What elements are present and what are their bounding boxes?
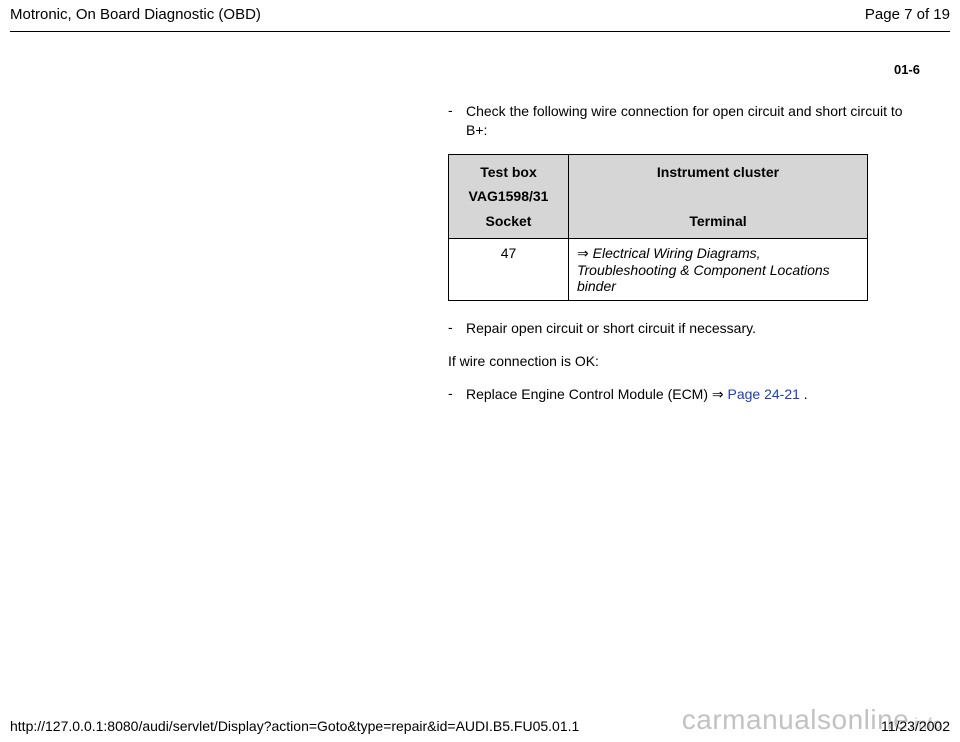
th-right-line1: Instrument cluster xyxy=(657,164,779,180)
main-column: - Check the following wire connection fo… xyxy=(448,62,908,404)
arrow-icon: ⇒ xyxy=(712,386,728,402)
table-header-row: Test box VAG1598/31 Socket Instrument cl… xyxy=(449,154,868,238)
page-label: 01-6 xyxy=(894,62,920,77)
th-left-line2: VAG1598/31 xyxy=(457,185,560,207)
table-header-right: Instrument cluster Terminal xyxy=(569,154,868,238)
th-left-line1: Test box xyxy=(480,164,537,180)
th-right-line2: Terminal xyxy=(577,210,859,232)
bullet-text: Replace Engine Control Module (ECM) ⇒ Pa… xyxy=(466,385,908,404)
content-area: 01-6 - Check the following wire connecti… xyxy=(0,32,960,404)
page-header: Motronic, On Board Diagnostic (OBD) Page… xyxy=(0,0,960,31)
table-header-left: Test box VAG1598/31 Socket xyxy=(449,154,569,238)
cell-terminal: ⇒ Electrical Wiring Diagrams, Troublesho… xyxy=(569,238,868,300)
bullet-dash: - xyxy=(448,102,466,140)
bullet-dash: - xyxy=(448,319,466,338)
table-row: 47 ⇒ Electrical Wiring Diagrams, Trouble… xyxy=(449,238,868,300)
plain-text: If wire connection is OK: xyxy=(448,352,908,371)
bullet-item: - Check the following wire connection fo… xyxy=(448,102,908,140)
page-indicator: Page 7 of 19 xyxy=(865,6,950,23)
page-link[interactable]: Page 24-21 xyxy=(728,386,800,402)
bullet3-pre: Replace Engine Control Module (ECM) xyxy=(466,386,712,402)
th-left-line3: Socket xyxy=(457,210,560,232)
footer-date: 11/23/2002 xyxy=(881,718,950,734)
cell-terminal-text: Electrical Wiring Diagrams, Troubleshoot… xyxy=(577,245,830,294)
arrow-icon: ⇒ xyxy=(577,245,593,261)
bullet-item: - Replace Engine Control Module (ECM) ⇒ … xyxy=(448,385,908,404)
bullet-text: Repair open circuit or short circuit if … xyxy=(466,319,908,338)
wiring-table: Test box VAG1598/31 Socket Instrument cl… xyxy=(448,154,868,301)
bullet-dash: - xyxy=(448,385,466,404)
bullet-item: - Repair open circuit or short circuit i… xyxy=(448,319,908,338)
bullet-text: Check the following wire connection for … xyxy=(466,102,908,140)
page-footer: http://127.0.0.1:8080/audi/servlet/Displ… xyxy=(0,718,960,734)
bullet3-post: . xyxy=(800,386,808,402)
cell-socket: 47 xyxy=(449,238,569,300)
footer-url: http://127.0.0.1:8080/audi/servlet/Displ… xyxy=(10,718,579,734)
doc-title: Motronic, On Board Diagnostic (OBD) xyxy=(10,6,261,23)
